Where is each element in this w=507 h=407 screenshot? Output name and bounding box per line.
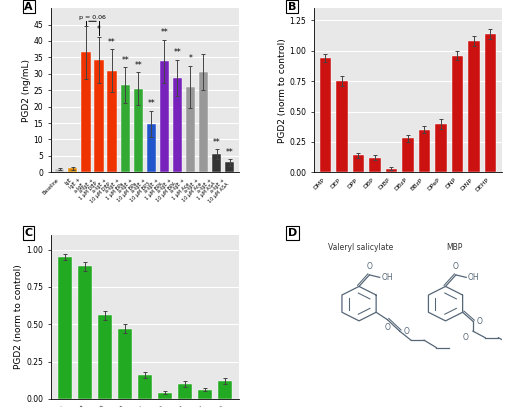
Y-axis label: PGD2 (norm to control): PGD2 (norm to control) bbox=[14, 265, 23, 369]
Text: O: O bbox=[384, 323, 390, 332]
Bar bbox=[78, 266, 92, 399]
Text: OH: OH bbox=[381, 273, 393, 282]
Bar bbox=[121, 85, 130, 172]
Bar bbox=[386, 168, 397, 172]
Bar bbox=[173, 78, 182, 172]
Bar bbox=[68, 168, 78, 172]
Text: **: ** bbox=[148, 99, 155, 108]
Text: O: O bbox=[453, 262, 459, 271]
Bar bbox=[138, 375, 152, 399]
Bar bbox=[369, 158, 381, 172]
Text: O: O bbox=[404, 327, 410, 336]
Text: A: A bbox=[24, 2, 33, 11]
Bar bbox=[186, 87, 195, 172]
Bar bbox=[107, 70, 117, 172]
Text: p = 0.06: p = 0.06 bbox=[79, 15, 106, 20]
Bar bbox=[218, 381, 232, 399]
Bar bbox=[147, 124, 156, 172]
Bar bbox=[198, 390, 212, 399]
Bar bbox=[468, 41, 480, 172]
Bar bbox=[94, 60, 103, 172]
Bar bbox=[435, 124, 447, 172]
Bar bbox=[55, 169, 64, 172]
Text: **: ** bbox=[226, 148, 233, 157]
Bar bbox=[134, 89, 143, 172]
Text: Valeryl salicylate: Valeryl salicylate bbox=[329, 243, 393, 252]
Bar bbox=[212, 154, 221, 172]
Text: O: O bbox=[463, 333, 469, 342]
Text: D: D bbox=[287, 228, 297, 238]
Text: *: * bbox=[97, 25, 101, 35]
Text: B: B bbox=[287, 2, 296, 11]
Y-axis label: PGD2 (ng/mL): PGD2 (ng/mL) bbox=[21, 59, 30, 122]
Bar bbox=[452, 56, 463, 172]
Text: **: ** bbox=[108, 37, 116, 46]
Text: **: ** bbox=[134, 61, 142, 70]
Bar bbox=[118, 329, 132, 399]
Y-axis label: PGD2 (norm to control): PGD2 (norm to control) bbox=[277, 38, 286, 142]
Text: C: C bbox=[24, 228, 32, 238]
Bar bbox=[225, 162, 234, 172]
Text: MBP: MBP bbox=[447, 243, 463, 252]
Text: O: O bbox=[477, 317, 483, 326]
Bar bbox=[58, 257, 71, 399]
Text: *: * bbox=[189, 54, 192, 63]
Bar bbox=[485, 34, 496, 172]
Bar bbox=[419, 130, 430, 172]
Bar bbox=[199, 72, 208, 172]
Text: **: ** bbox=[212, 138, 221, 147]
Text: **: ** bbox=[173, 48, 181, 57]
Bar bbox=[82, 53, 91, 172]
Text: **: ** bbox=[160, 28, 168, 37]
Text: O: O bbox=[367, 262, 372, 271]
Text: **: ** bbox=[121, 56, 129, 65]
Bar bbox=[158, 393, 172, 399]
Bar bbox=[320, 58, 331, 172]
Bar bbox=[178, 384, 192, 399]
Text: OH: OH bbox=[468, 273, 479, 282]
Bar bbox=[98, 315, 112, 399]
Bar bbox=[402, 138, 414, 172]
Bar bbox=[353, 155, 364, 172]
Bar bbox=[160, 61, 169, 172]
Bar bbox=[336, 81, 348, 172]
